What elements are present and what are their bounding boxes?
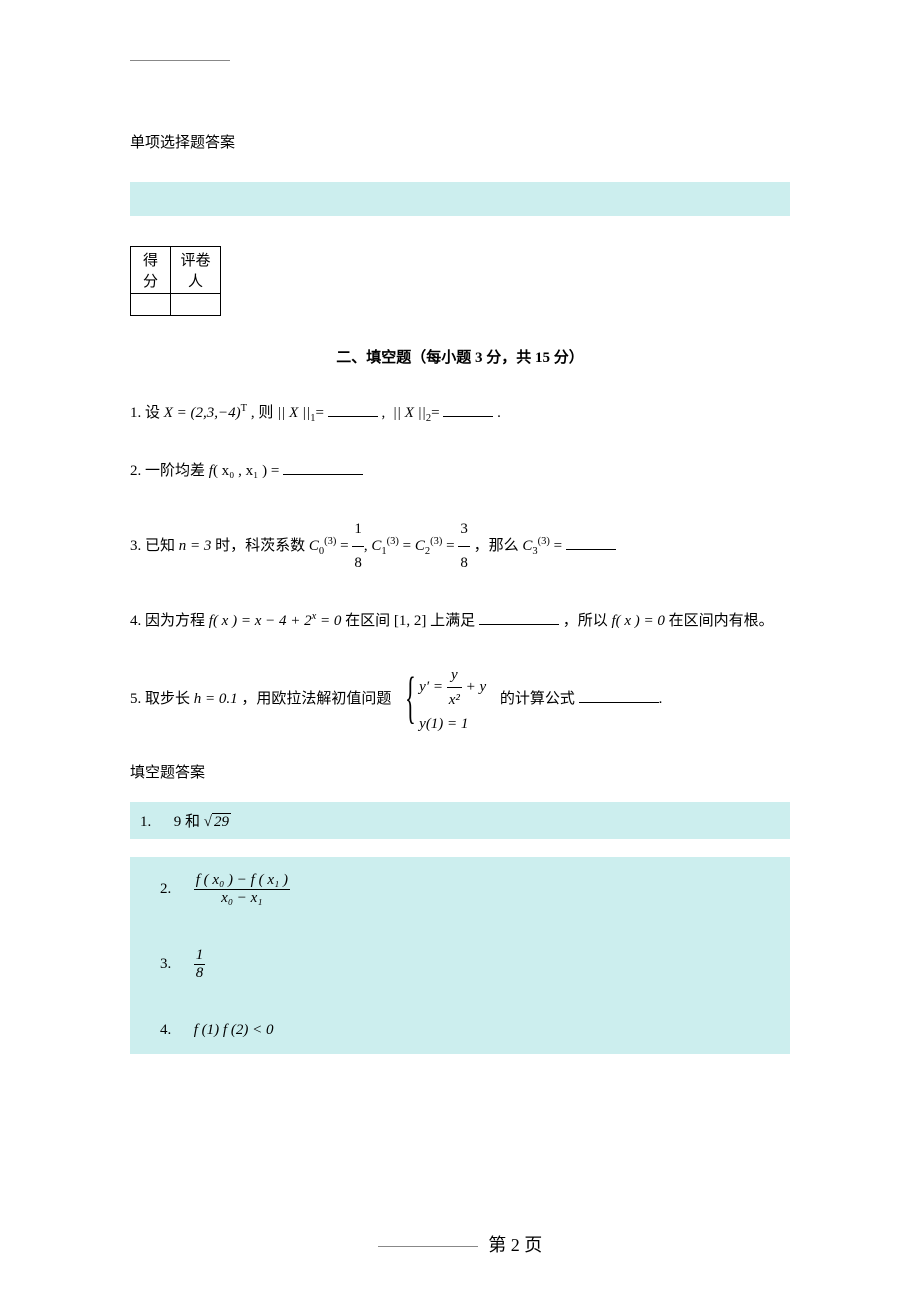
reviewer-header: 评卷人 bbox=[171, 247, 221, 294]
section-b-title: 二、填空题（每小题 3 分，共 15 分） bbox=[130, 346, 790, 367]
q4-mid1: 在区间 bbox=[345, 613, 390, 629]
q4-blank bbox=[479, 611, 559, 625]
q3-pre2: 时，科茨系数 bbox=[215, 538, 305, 554]
q2-pre: 一阶均差 bbox=[145, 463, 205, 479]
a1-v1: 9 bbox=[174, 814, 182, 830]
score-value bbox=[131, 294, 171, 316]
q1-pre: 设 bbox=[145, 405, 160, 421]
q1-mid1: , 则 bbox=[251, 405, 274, 421]
question-3: 3. 已知 n = 3 时，科茨系数 C0(3) = 18, C1(3) = C… bbox=[130, 513, 790, 580]
q2-blank bbox=[283, 461, 363, 475]
q1-sep: , bbox=[382, 405, 386, 421]
q4-mid3: ，所以 bbox=[563, 613, 608, 629]
footer-rule bbox=[378, 1246, 478, 1247]
q4-pre: 因为方程 bbox=[145, 613, 205, 629]
q3-c2: C2(3) bbox=[415, 538, 443, 554]
q4-expr: f( x ) = x − 4 + 2x = 0 bbox=[209, 613, 342, 629]
q5-tail: 的计算公式 bbox=[500, 691, 575, 707]
q3-num: 3. bbox=[130, 530, 141, 563]
answer-4: 4. f (1) f (2) < 0 bbox=[160, 1022, 780, 1039]
score-table: 得分 评卷人 bbox=[130, 246, 221, 316]
q5-pre2: ，用欧拉法解初值问题 bbox=[241, 691, 391, 707]
score-header: 得分 bbox=[131, 247, 171, 294]
q1-num: 1. bbox=[130, 397, 141, 430]
q3-pre1: 已知 bbox=[145, 538, 175, 554]
q5-h: h = 0.1 bbox=[194, 691, 238, 707]
q3-c3: C3(3) bbox=[522, 538, 550, 554]
question-4: 4. 因为方程 f( x ) = x − 4 + 2x = 0 在区间 [1, … bbox=[130, 605, 790, 638]
q4-tail: 在区间内有根。 bbox=[669, 613, 774, 629]
footer-label: 第 bbox=[488, 1235, 506, 1255]
reviewer-value bbox=[171, 294, 221, 316]
a3-frac: 1 8 bbox=[194, 947, 206, 982]
q5-pre1: 取步长 bbox=[145, 691, 190, 707]
answer-3: 3. 1 8 bbox=[160, 947, 780, 982]
q3-mid: ，那么 bbox=[474, 538, 519, 554]
q5-cases: y′ = yx² + y y(1) = 1 bbox=[405, 663, 486, 736]
q3-frac2: 38 bbox=[458, 513, 470, 580]
mc-answer-title: 单项选择题答案 bbox=[130, 131, 790, 152]
a3-num: 3. bbox=[160, 956, 190, 973]
q3-blank bbox=[566, 536, 616, 550]
question-1: 1. 设 X = (2,3,−4)T , 则 || X ||1= , || X … bbox=[130, 397, 790, 430]
answer-block-2to4: 2. f ( x₀ ) − f ( x₁ ) x₀ − x₁ 3. 1 8 4.… bbox=[130, 857, 790, 1054]
q5-num: 5. bbox=[130, 683, 141, 716]
q4-interval: [1, 2] bbox=[394, 613, 427, 629]
q2-expr: f( x₀ , x₁ ) bbox=[209, 463, 267, 479]
q3-frac1: 18 bbox=[352, 513, 364, 580]
q1-blank1 bbox=[328, 403, 378, 417]
q1-norm1: || X ||1 bbox=[277, 405, 315, 421]
q4-mid2: 上满足 bbox=[430, 613, 475, 629]
footer-suffix: 页 bbox=[524, 1235, 542, 1255]
q4-num: 4. bbox=[130, 605, 141, 638]
q1-x-expr: X = (2,3,−4)T bbox=[164, 405, 247, 421]
answer-2: 2. f ( x₀ ) − f ( x₁ ) x₀ − x₁ bbox=[160, 872, 780, 907]
a1-conj: 和 bbox=[185, 814, 200, 830]
mc-answer-band bbox=[130, 182, 790, 216]
a1-num: 1. bbox=[140, 814, 170, 831]
q5-blank bbox=[579, 689, 659, 703]
footer-page: 2 bbox=[511, 1235, 520, 1255]
header-rule bbox=[130, 60, 230, 61]
question-2: 2. 一阶均差 f( x₀ , x₁ ) = bbox=[130, 455, 790, 488]
page-footer: 第 2 页 bbox=[0, 1231, 920, 1257]
q1-blank2 bbox=[443, 403, 493, 417]
q3-c1: C1(3) bbox=[371, 538, 399, 554]
fill-answer-title: 填空题答案 bbox=[130, 761, 790, 782]
a2-frac: f ( x₀ ) − f ( x₁ ) x₀ − x₁ bbox=[194, 872, 290, 907]
a4-expr: f (1) f (2) < 0 bbox=[194, 1022, 274, 1038]
q1-tail: . bbox=[497, 405, 501, 421]
q1-norm2: || X ||2 bbox=[393, 405, 431, 421]
a2-num: 2. bbox=[160, 881, 190, 898]
q3-n: n = 3 bbox=[179, 538, 212, 554]
question-5: 5. 取步长 h = 0.1 ，用欧拉法解初值问题 y′ = yx² + y y… bbox=[130, 663, 790, 736]
a1-sqrt: 29 bbox=[204, 813, 231, 831]
q3-c0: C0(3) bbox=[309, 538, 337, 554]
a4-num: 4. bbox=[160, 1022, 190, 1039]
q2-num: 2. bbox=[130, 455, 141, 488]
q4-expr2: f( x ) = 0 bbox=[611, 613, 664, 629]
answer-1: 1. 9 和 29 bbox=[130, 802, 790, 839]
